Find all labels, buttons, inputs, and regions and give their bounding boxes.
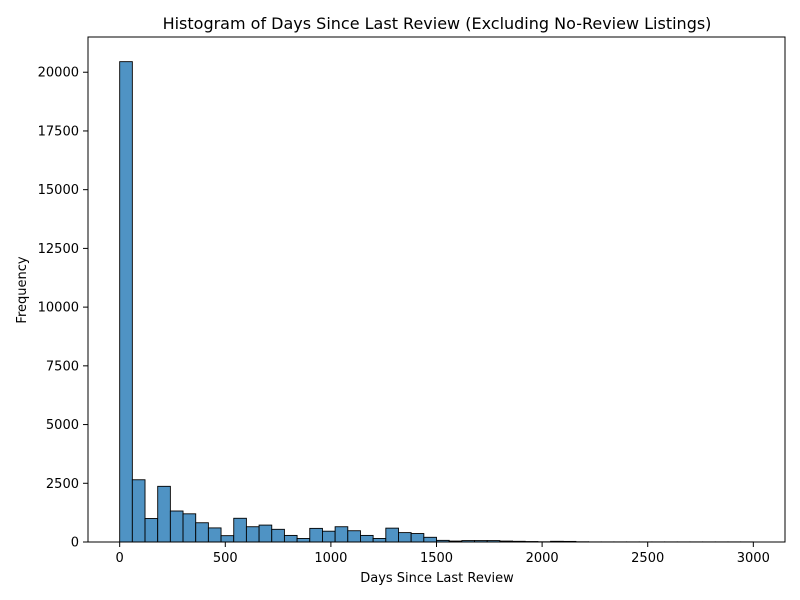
x-tick-label: 1500 xyxy=(420,551,453,566)
histogram-bar xyxy=(233,517,247,543)
y-tick-label: 20000 xyxy=(38,66,79,81)
bars-layer xyxy=(119,61,754,543)
histogram-bar xyxy=(182,513,197,543)
histogram-bar xyxy=(334,526,349,543)
x-axis-label: Days Since Last Review xyxy=(360,571,514,586)
x-tick-label: 3000 xyxy=(737,551,770,566)
histogram-bar xyxy=(423,536,437,543)
x-tick-label: 0 xyxy=(116,551,124,566)
y-tick-label: 15000 xyxy=(38,183,79,198)
histogram-bar xyxy=(119,61,133,543)
y-tick-label: 2500 xyxy=(46,477,79,492)
histogram-bar xyxy=(322,530,336,543)
histogram-bar xyxy=(245,526,260,543)
y-tick-label: 10000 xyxy=(38,301,79,316)
chart-title: Histogram of Days Since Last Review (Exc… xyxy=(163,14,712,33)
y-axis-ticks: 0 2500 5000 7500 10000 12500 15000 17500 20000 xyxy=(38,66,88,551)
histogram-bar xyxy=(207,527,222,543)
y-tick-label: 17500 xyxy=(38,124,79,139)
y-tick-label: 12500 xyxy=(38,242,79,257)
x-axis-ticks: 0 500 1000 1500 2000 2500 3000 xyxy=(116,542,770,566)
histogram-bar xyxy=(258,524,273,543)
histogram-bar xyxy=(195,522,209,543)
y-axis-label: Frequency xyxy=(15,256,30,323)
histogram-bar xyxy=(169,510,184,543)
histogram-bar xyxy=(131,479,146,543)
y-tick-label: 5000 xyxy=(46,418,79,433)
x-tick-label: 1000 xyxy=(314,551,347,566)
x-tick-label: 2500 xyxy=(631,551,664,566)
y-tick-label: 7500 xyxy=(46,359,79,374)
x-tick-label: 500 xyxy=(213,551,238,566)
histogram-bar xyxy=(372,538,387,543)
histogram-bar xyxy=(347,530,361,543)
histogram-bar xyxy=(360,534,374,543)
x-tick-label: 2000 xyxy=(526,551,559,566)
histogram-bar xyxy=(398,532,412,543)
histogram-bar xyxy=(410,533,425,543)
histogram-bar xyxy=(157,485,171,543)
histogram-bar xyxy=(283,534,298,543)
y-tick-label: 0 xyxy=(71,536,79,551)
plot-frame xyxy=(87,36,786,543)
histogram-bar xyxy=(144,518,159,543)
histogram-bar xyxy=(309,527,323,543)
histogram-bar xyxy=(385,527,399,543)
histogram-bar xyxy=(296,538,311,543)
histogram-bar xyxy=(220,535,235,543)
histogram-bar xyxy=(271,528,285,543)
